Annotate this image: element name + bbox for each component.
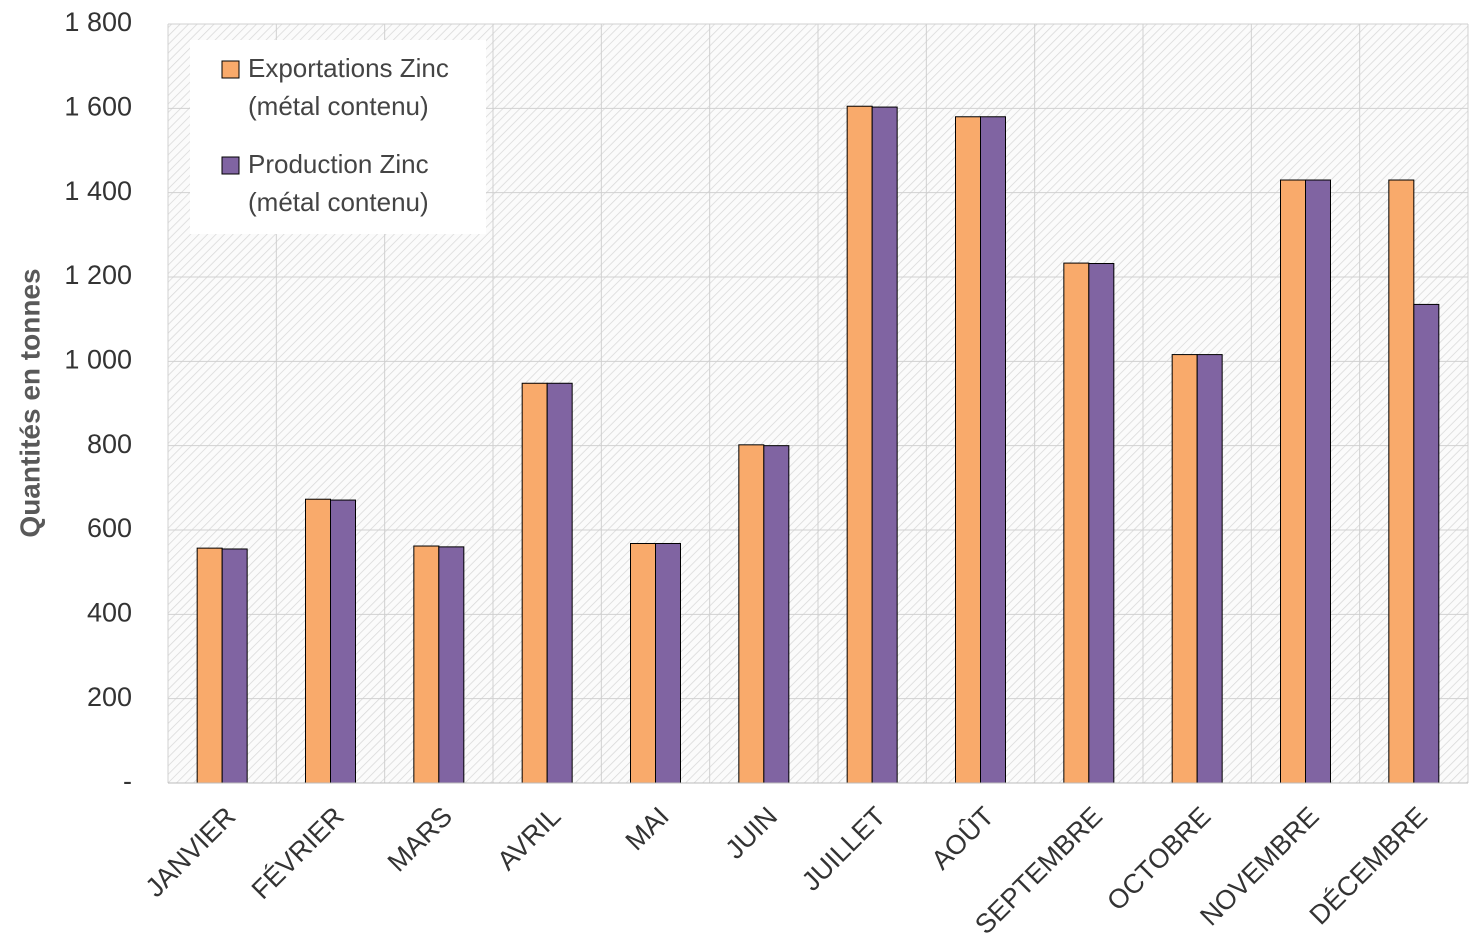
legend-label: Production Zinc (métal contenu)	[248, 149, 429, 217]
bar	[1196, 354, 1223, 784]
x-tick-label: MAI	[620, 801, 675, 856]
bar	[1171, 354, 1198, 784]
x-tick-label: JANVIER	[140, 801, 242, 903]
bar	[630, 542, 656, 784]
bar	[413, 545, 440, 784]
legend-line: (métal contenu)	[248, 187, 429, 217]
bar	[521, 382, 548, 784]
x-tick-label: AOÛT	[925, 800, 1000, 875]
bar	[221, 548, 248, 784]
bar	[1063, 262, 1090, 784]
bar	[1413, 303, 1440, 784]
bar	[1088, 263, 1115, 784]
y-tick-label: 1 200	[64, 260, 132, 290]
y-tick-label: 800	[87, 429, 132, 459]
x-tick-label: FÉVRIER	[246, 801, 350, 905]
bar	[330, 499, 356, 784]
legend: Exportations Zinc (métal contenu)Producti…	[190, 40, 486, 234]
bar	[438, 546, 465, 784]
x-tick-label: DÉCEMBRE	[1304, 801, 1433, 930]
bar	[196, 547, 223, 784]
bar	[846, 105, 873, 784]
legend-label: Exportations Zinc (métal contenu)	[248, 53, 449, 121]
legend-line: Exportations Zinc	[248, 53, 449, 83]
legend-line: Production Zinc	[248, 149, 429, 179]
y-tick-label: 1 000	[64, 344, 132, 374]
bar	[655, 542, 681, 784]
y-tick-label: 1 800	[64, 7, 132, 37]
bar	[738, 444, 765, 784]
y-tick-label: 200	[87, 682, 132, 712]
y-tick-label: 600	[87, 513, 132, 543]
bar	[955, 116, 981, 784]
x-tick-label: OCTOBRE	[1101, 801, 1216, 916]
bar	[305, 498, 331, 784]
x-tick-label: JUIN	[719, 801, 783, 865]
bar	[1305, 179, 1331, 784]
x-tick-label: JUILLET	[796, 801, 891, 896]
legend-swatch	[221, 156, 240, 175]
legend-swatch	[221, 60, 240, 79]
bar	[1388, 179, 1415, 784]
bar	[546, 382, 573, 784]
y-tick-label: 1 600	[64, 91, 132, 121]
bar	[763, 445, 790, 784]
y-tick-label: 400	[87, 597, 132, 627]
y-tick-label: -	[123, 766, 132, 796]
bar	[1280, 179, 1306, 784]
legend-line: (métal contenu)	[248, 91, 429, 121]
x-tick-label: AVRIL	[491, 801, 566, 876]
y-tick-label: 1 400	[64, 176, 132, 206]
bar	[871, 106, 898, 784]
y-axis-label: Quantités en tonnes	[14, 268, 45, 537]
x-tick-label: MARS	[382, 801, 458, 877]
bar	[980, 116, 1006, 784]
